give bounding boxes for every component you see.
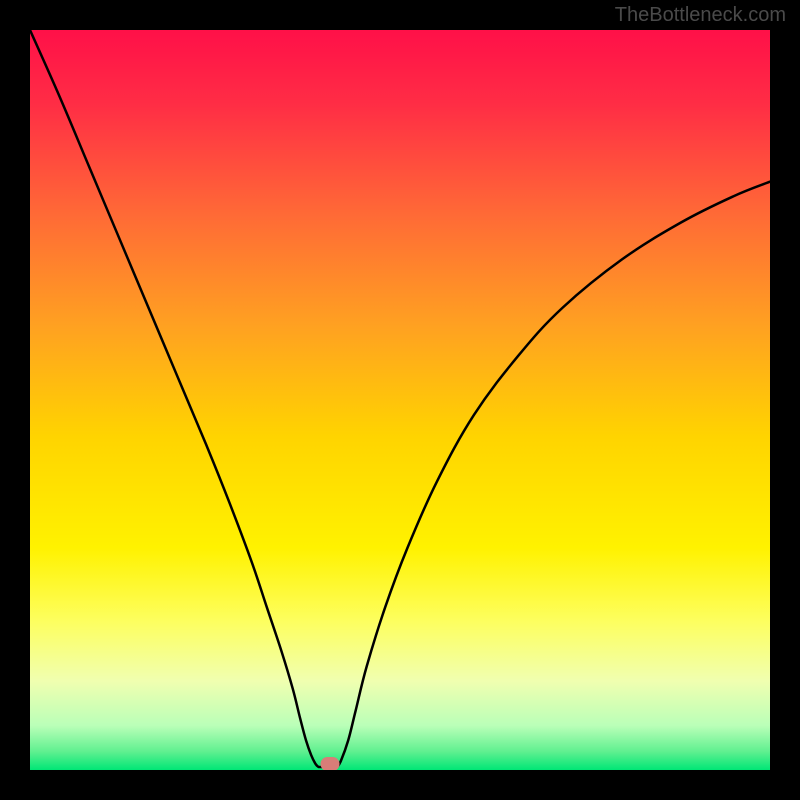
watermark-text: TheBottleneck.com [615,4,786,27]
plot-area [30,30,770,770]
optimal-point-marker [320,757,339,770]
bottleneck-curve [30,30,770,770]
